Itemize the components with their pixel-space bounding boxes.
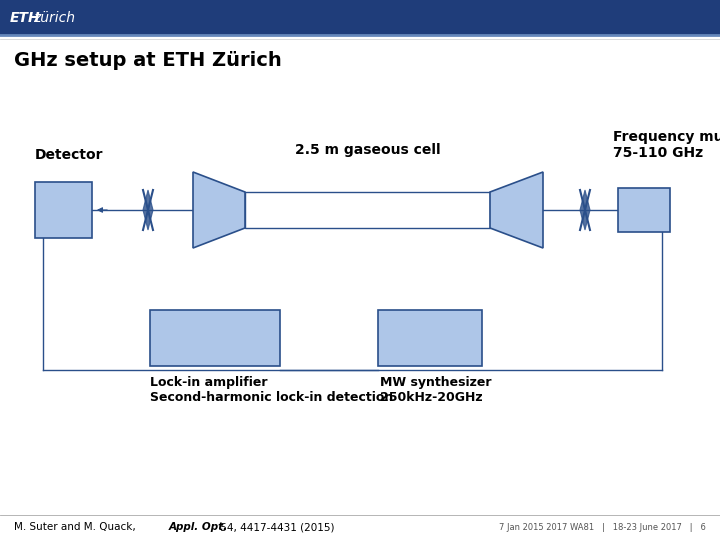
Text: Detector: Detector: [35, 148, 104, 162]
Text: MW synthesizer
250kHz-20GHz: MW synthesizer 250kHz-20GHz: [380, 376, 492, 404]
Bar: [35, 182, 92, 238]
Bar: [618, 188, 670, 232]
Text: Frequency multiplier
75-110 GHz: Frequency multiplier 75-110 GHz: [613, 130, 720, 160]
Bar: [150, 310, 280, 366]
Text: 54, 4417-4431 (2015): 54, 4417-4431 (2015): [217, 522, 335, 532]
Text: Appl. Opt.: Appl. Opt.: [169, 522, 228, 532]
Polygon shape: [193, 172, 245, 248]
Bar: [378, 310, 482, 366]
Text: 7 Jan 2015 2017 WA81   |   18-23 June 2017   |   6: 7 Jan 2015 2017 WA81 | 18-23 June 2017 |…: [499, 523, 706, 531]
Text: GHz setup at ETH Zürich: GHz setup at ETH Zürich: [14, 51, 282, 70]
Text: ETH: ETH: [10, 10, 40, 24]
Text: M. Suter and M. Quack,: M. Suter and M. Quack,: [14, 522, 139, 532]
Polygon shape: [490, 172, 543, 248]
Polygon shape: [580, 190, 590, 230]
Text: zürich: zürich: [33, 10, 75, 24]
Text: Lock-in amplifier
Second-harmonic lock-in detection: Lock-in amplifier Second-harmonic lock-i…: [150, 376, 393, 404]
Bar: [245, 192, 490, 228]
Polygon shape: [143, 190, 153, 230]
Bar: [0, 0, 720, 35]
Text: 2.5 m gaseous cell: 2.5 m gaseous cell: [295, 143, 441, 157]
